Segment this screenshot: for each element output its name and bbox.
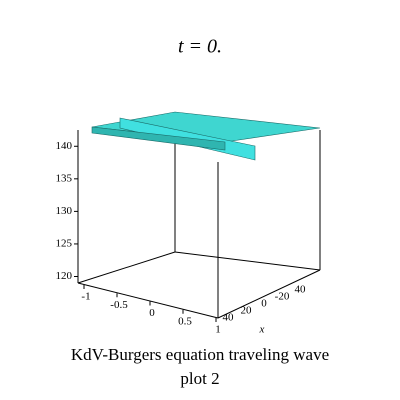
z-tick-label: 130	[56, 205, 73, 217]
z-tick-label: 140	[56, 140, 73, 152]
depth-tick-label: 40	[295, 284, 307, 296]
caption-line: plot 2	[180, 369, 219, 388]
caption-line: KdV-Burgers equation traveling wave	[71, 345, 329, 364]
x-axis-label: x	[259, 324, 265, 336]
box	[77, 112, 321, 319]
x-tick-label: 1	[215, 324, 221, 336]
x-tick-label: 0	[149, 307, 155, 319]
x-tick-label: -0.5	[110, 299, 128, 311]
depth-tick-label: 20	[241, 305, 253, 317]
z-tick-label: 120	[56, 270, 73, 282]
depth-tick-label: -20	[275, 291, 290, 303]
chart-title: t = 0.	[178, 36, 222, 58]
depth-tick-label: 0	[261, 298, 267, 310]
z-tick-label: 125	[56, 237, 73, 249]
x-tick-label: 0.5	[178, 315, 192, 327]
x-tick-label: -1	[81, 291, 90, 303]
surface	[91, 111, 321, 161]
z-tick-label: 135	[56, 172, 73, 184]
depth-tick-label: 40	[223, 312, 235, 324]
